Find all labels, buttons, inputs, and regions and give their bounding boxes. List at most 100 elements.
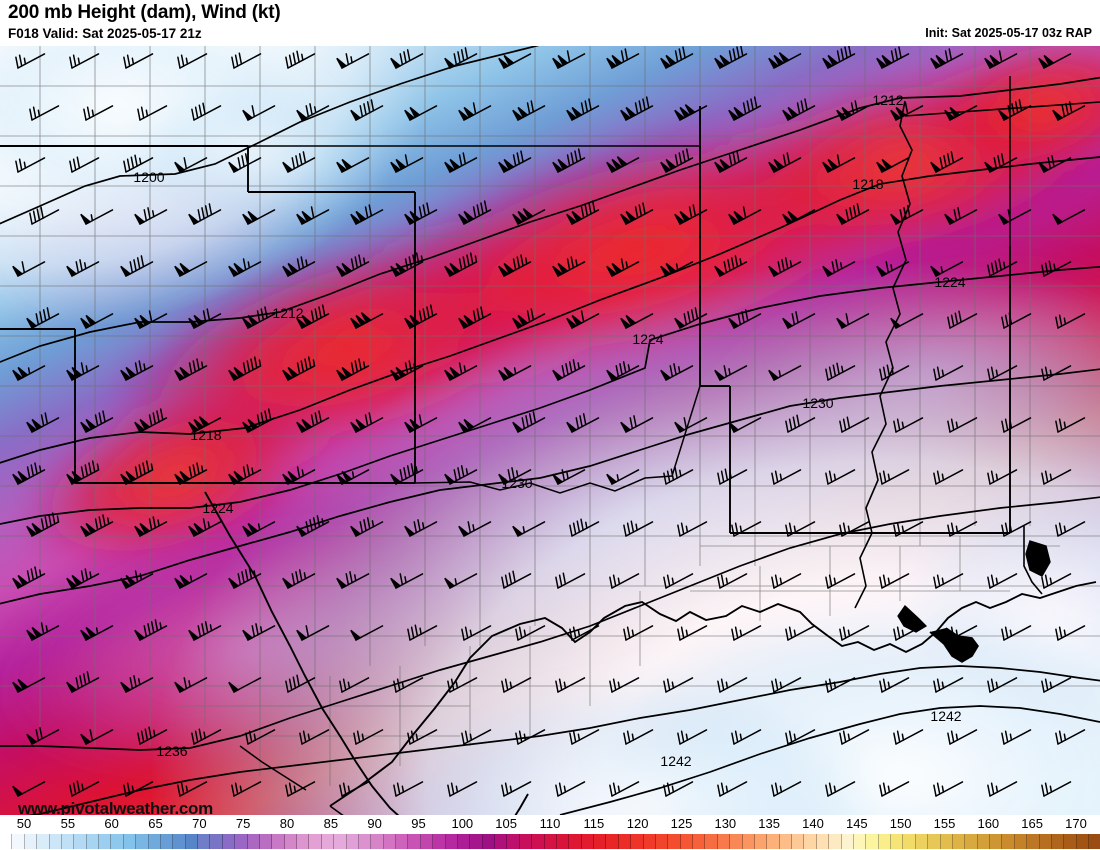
colorbar[interactable]: 50 55 60 65 70 75 80 85 90 95 100 105 110 115 120 125 13…	[0, 815, 1100, 850]
wind-barb	[714, 150, 748, 174]
wind-barb	[458, 417, 492, 434]
wind-barb	[177, 53, 208, 69]
wind-barb	[984, 153, 1018, 174]
wind-barb	[569, 518, 600, 537]
colorbar-tick-labels: 50 55 60 65 70 75 80 85 90 95 100 105 110 115 120 125 13…	[0, 815, 1100, 833]
wind-barb	[1041, 260, 1072, 277]
wind-barb	[191, 728, 222, 745]
colorbar-cell	[754, 834, 768, 849]
wind-barb	[15, 157, 46, 173]
wind-barb	[552, 359, 586, 382]
wind-barb	[555, 781, 586, 797]
colorbar-cell	[457, 834, 471, 849]
colorbar-cell	[1076, 834, 1089, 849]
colorbar-cell	[210, 834, 223, 849]
wind-barb	[350, 99, 384, 122]
colorbar-cell	[866, 834, 879, 849]
colorbar-cell	[495, 834, 508, 849]
wind-barb	[231, 781, 262, 797]
init-time-label: Init: Sat 2025-05-17 03z RAP	[925, 26, 1092, 40]
wind-barb	[188, 203, 222, 226]
wind-barb	[188, 621, 222, 642]
wind-barb	[501, 677, 532, 693]
wind-barb	[822, 259, 856, 278]
colorbar-cell	[1051, 834, 1065, 849]
wind-barb	[498, 365, 532, 382]
wind-barb	[825, 781, 856, 797]
wind-barb	[890, 102, 924, 122]
wind-barb	[771, 781, 802, 797]
colorbar-tick-50: 50	[16, 816, 32, 831]
wind-barb	[120, 255, 154, 278]
wind-barb	[444, 573, 478, 590]
wind-barb	[836, 100, 870, 122]
wind-barb	[822, 154, 856, 174]
map-canvas[interactable]: 1200 1212 1212 1218 1218 1224 1224 1224 1230 1230…	[0, 46, 1100, 815]
website-watermark: www.pivotalweather.com	[18, 799, 213, 815]
wind-barb	[390, 49, 424, 70]
colorbar-cell	[247, 834, 260, 849]
wind-barb	[1041, 781, 1072, 797]
wind-barb	[879, 781, 910, 797]
colorbar-cell	[49, 834, 62, 849]
colorbar-cell	[160, 834, 174, 849]
wind-barb	[785, 729, 816, 745]
wind-barb	[242, 209, 276, 226]
wind-barb	[285, 781, 316, 797]
colorbar-cell	[297, 834, 310, 849]
wind-barb	[1041, 365, 1072, 381]
colorbar-tick-100: 100	[451, 816, 474, 831]
wind-barb	[998, 99, 1032, 122]
wind-barb	[174, 462, 208, 486]
colorbar-tick-80: 80	[279, 816, 295, 831]
colorbar-strip[interactable]	[0, 834, 1100, 849]
wind-barb	[390, 252, 424, 278]
colorbar-cell	[198, 834, 211, 849]
colorbar-cell	[272, 834, 285, 849]
wind-barb	[879, 573, 910, 589]
wind-barb	[552, 148, 586, 174]
logo-text-part1: piv	[804, 808, 861, 816]
contour-label-1242: 1242	[660, 753, 691, 769]
contour-labels: 1200 1212 1212 1218 1218 1224 1224 1224 1230 1230…	[133, 92, 965, 769]
wind-barb	[174, 261, 208, 278]
wind-barb	[80, 625, 114, 642]
wind-barb	[336, 53, 370, 70]
wind-barb	[282, 466, 316, 486]
wind-barb	[731, 625, 762, 641]
wind-barb	[768, 52, 802, 70]
wind-barb	[768, 365, 802, 382]
wind-barb	[231, 52, 262, 69]
wind-barb	[933, 469, 964, 485]
colorbar-tick-95: 95	[411, 816, 426, 831]
wind-barb	[606, 258, 640, 278]
colorbar-cell	[396, 834, 409, 849]
wind-barb	[134, 207, 168, 226]
wind-barb	[555, 572, 586, 589]
wind-barb	[1038, 53, 1072, 70]
county-boundaries	[0, 46, 1100, 786]
wind-barb	[350, 517, 384, 538]
wind-barb	[191, 102, 222, 121]
colorbar-cell	[61, 834, 75, 849]
wind-barb	[987, 258, 1018, 277]
wind-barb	[390, 463, 424, 486]
wind-barb	[296, 410, 330, 434]
contour-label-1218: 1218	[852, 176, 883, 192]
wind-barb	[458, 102, 492, 122]
colorbar-cell	[507, 834, 520, 849]
wind-barb	[228, 567, 262, 590]
colorbar-tick-165: 165	[1021, 816, 1044, 831]
wind-barb	[1001, 625, 1032, 641]
wind-barb	[66, 568, 100, 590]
wind-barb	[498, 467, 532, 486]
colorbar-cell	[990, 834, 1003, 849]
wind-barb	[728, 206, 762, 226]
wind-barb	[717, 677, 748, 693]
wind-barb	[839, 729, 870, 745]
contour-label-1200: 1200	[133, 169, 164, 185]
wind-barb	[677, 729, 708, 745]
wind-barb	[933, 573, 964, 589]
wind-barb	[80, 729, 114, 746]
wind-barb	[134, 310, 168, 330]
